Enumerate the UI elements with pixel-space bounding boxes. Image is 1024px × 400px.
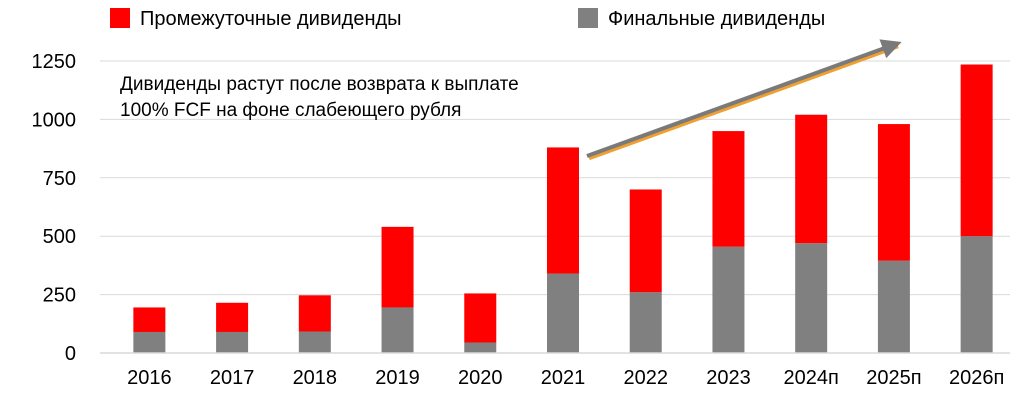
- bar-segment: [133, 307, 166, 332]
- x-tick-label: 2025п: [866, 367, 921, 389]
- bar-segment: [216, 302, 249, 332]
- x-tick-label: 2017: [210, 367, 255, 389]
- trend-arrow-line: [586, 39, 902, 158]
- y-tick-label: 750: [43, 168, 76, 190]
- legend-label: Промежуточные дивиденды: [140, 8, 402, 30]
- bars: [133, 64, 993, 353]
- legend-label: Финальные дивиденды: [608, 8, 825, 30]
- bar-segment: [381, 307, 414, 353]
- bar-segment: [960, 236, 993, 353]
- bar-segment: [298, 295, 331, 332]
- x-tick-label: 2020: [458, 367, 503, 389]
- axes: 0 250 500 750 1000 1250 2016 2017 2018 2019 2020 20…: [32, 51, 1010, 389]
- bar-segment: [547, 273, 579, 353]
- bar-segment: [216, 331, 249, 353]
- x-tick-label: 2016: [127, 367, 172, 389]
- x-tick-label: 2018: [293, 367, 338, 389]
- bar-segment: [298, 331, 331, 353]
- bar-segment: [381, 226, 414, 308]
- legend-swatch: [578, 8, 598, 28]
- bar-segment: [795, 243, 828, 353]
- y-tick-label: 500: [43, 226, 76, 248]
- y-tick-label: 0: [65, 343, 76, 365]
- bar-segment: [547, 147, 579, 274]
- bar-segment: [877, 260, 910, 353]
- y-tick-label: 1000: [32, 109, 77, 131]
- x-tick-label: 2026п: [949, 367, 1004, 389]
- y-tick-label: 1250: [32, 51, 77, 73]
- trend-arrow: [586, 39, 902, 161]
- x-tick-label: 2021: [541, 367, 586, 389]
- bar-segment: [464, 342, 497, 353]
- bar-segment: [960, 64, 993, 237]
- bar-segment: [877, 124, 910, 261]
- bar-segment: [712, 246, 745, 353]
- bar-segment: [629, 189, 662, 293]
- chart-annotation: Дивиденды растут после возврата к выплат…: [120, 74, 519, 121]
- y-tick-label: 250: [43, 285, 76, 307]
- bar-segment: [795, 114, 828, 244]
- bar-segment: [133, 331, 166, 353]
- legend-swatch: [110, 8, 130, 28]
- x-tick-label: 2024п: [784, 367, 839, 389]
- bar-segment: [464, 293, 497, 343]
- legend: Промежуточные дивиденды Финальные дивиден…: [110, 8, 825, 30]
- x-tick-label: 2023: [706, 367, 751, 389]
- x-tick-label: 2019: [375, 367, 420, 389]
- bar-segment: [712, 131, 745, 247]
- trend-arrow-shadow: [588, 43, 899, 161]
- bar-segment: [629, 292, 662, 353]
- x-tick-label: 2022: [623, 367, 668, 389]
